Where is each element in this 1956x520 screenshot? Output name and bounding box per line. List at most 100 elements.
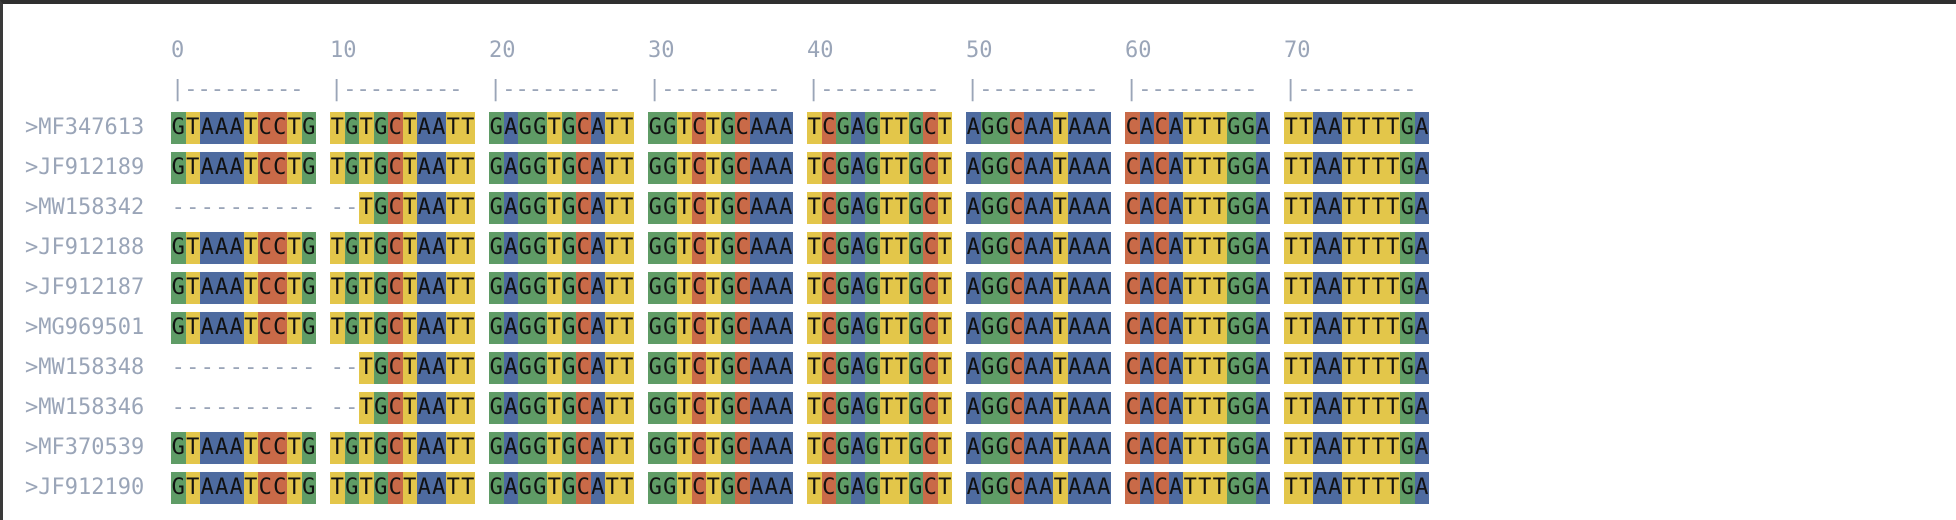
base-cell: T xyxy=(243,112,258,144)
base-cell: A xyxy=(1255,232,1270,264)
base-cell: T xyxy=(1342,152,1357,184)
base-cell: T xyxy=(619,312,634,344)
gap-cell: - xyxy=(244,195,258,220)
base-cell: G xyxy=(373,192,388,224)
base-cell: T xyxy=(243,432,258,464)
base-cell: A xyxy=(1139,432,1154,464)
sequence-row[interactable]: >JF912188 GTAAATCCTG TGTGCTAATT GAGGTGCATT G… xyxy=(3,232,1956,264)
base-cell: T xyxy=(706,352,721,384)
base-cell: A xyxy=(1327,312,1342,344)
base-cell: C xyxy=(258,272,273,304)
base-cell: T xyxy=(894,392,909,424)
sequence-row[interactable]: >JF912189 GTAAATCCTG TGTGCTAATT GAGGTGCATT G… xyxy=(3,152,1956,184)
ruler-bracket: |--------- xyxy=(966,77,1099,102)
sequence-row[interactable]: >MW158348 ---------- --TGCTAATT GAGGTGCATT G… xyxy=(3,352,1956,384)
base-cell: A xyxy=(749,312,764,344)
base-cell: G xyxy=(344,112,359,144)
base-cell: T xyxy=(185,272,200,304)
base-cell: G xyxy=(980,392,995,424)
base-cell: G xyxy=(865,352,880,384)
base-cell: G xyxy=(1400,192,1415,224)
base-cell: T xyxy=(330,232,345,264)
base-cell: T xyxy=(287,232,302,264)
sequence-block: CACATTTGGA xyxy=(1125,272,1270,304)
base-cell: G xyxy=(518,272,533,304)
base-cell: T xyxy=(1212,352,1227,384)
base-cell: C xyxy=(691,272,706,304)
base-cell: T xyxy=(1371,272,1386,304)
base-cell: A xyxy=(1168,432,1183,464)
base-cell: T xyxy=(1371,472,1386,504)
base-cell: A xyxy=(1024,352,1039,384)
base-cell: T xyxy=(1284,312,1299,344)
base-cell: C xyxy=(272,152,287,184)
base-cell: G xyxy=(662,432,677,464)
base-cell: C xyxy=(1154,352,1169,384)
base-cell: T xyxy=(605,432,620,464)
base-cell: G xyxy=(1400,392,1415,424)
sequence-row[interactable]: >MG969501 GTAAATCCTG TGTGCTAATT GAGGTGCATT G… xyxy=(3,312,1956,344)
base-cell: T xyxy=(937,352,952,384)
base-cell: G xyxy=(865,232,880,264)
base-cell: A xyxy=(1096,352,1111,384)
sequence-row[interactable]: >MW158342 ---------- --TGCTAATT GAGGTGCATT G… xyxy=(3,192,1956,224)
base-cell: A xyxy=(1414,392,1429,424)
base-cell: T xyxy=(359,392,374,424)
base-cell: A xyxy=(1024,272,1039,304)
base-cell: T xyxy=(605,192,620,224)
base-cell: T xyxy=(1284,392,1299,424)
base-cell: T xyxy=(1284,112,1299,144)
base-cell: T xyxy=(1197,352,1212,384)
sequence-block: ---------- xyxy=(171,392,316,424)
base-cell: C xyxy=(735,232,750,264)
sequence-block: GTAAATCCTG xyxy=(171,272,316,304)
base-cell: A xyxy=(1082,192,1097,224)
base-cell: T xyxy=(547,352,562,384)
sequence-block: GAGGTGCATT xyxy=(489,272,634,304)
base-cell: A xyxy=(1168,352,1183,384)
base-cell: G xyxy=(561,392,576,424)
base-cell: A xyxy=(1414,112,1429,144)
sequence-row[interactable]: >MF370539 GTAAATCCTG TGTGCTAATT GAGGTGCATT G… xyxy=(3,432,1956,464)
sequence-row[interactable]: >MF347613 GTAAATCCTG TGTGCTAATT GAGGTGCATT G… xyxy=(3,112,1956,144)
base-cell: C xyxy=(576,352,591,384)
base-cell: A xyxy=(229,432,244,464)
base-cell: G xyxy=(561,312,576,344)
base-cell: C xyxy=(821,432,836,464)
base-cell: T xyxy=(547,112,562,144)
base-cell: A xyxy=(503,352,518,384)
sequence-block: --TGCTAATT xyxy=(330,392,475,424)
base-cell: A xyxy=(850,192,865,224)
base-cell: G xyxy=(489,392,504,424)
base-cell: G xyxy=(980,232,995,264)
sequence-row[interactable]: >MW158346 ---------- --TGCTAATT GAGGTGCATT G… xyxy=(3,392,1956,424)
base-cell: A xyxy=(1067,232,1082,264)
base-cell: T xyxy=(937,272,952,304)
sequence-block: TTAATTTTGA xyxy=(1284,272,1429,304)
base-cell: A xyxy=(214,232,229,264)
base-cell: G xyxy=(648,112,663,144)
base-cell: T xyxy=(1385,472,1400,504)
sequence-block: GTAAATCCTG xyxy=(171,472,316,504)
base-cell: T xyxy=(1053,192,1068,224)
base-cell: C xyxy=(576,432,591,464)
base-cell: A xyxy=(1067,112,1082,144)
sequence-row[interactable]: >JF912190 GTAAATCCTG TGTGCTAATT GAGGTGCATT G… xyxy=(3,472,1956,504)
base-cell: A xyxy=(1414,432,1429,464)
sequence-row[interactable]: >JF912187 GTAAATCCTG TGTGCTAATT GAGGTGCATT G… xyxy=(3,272,1956,304)
base-cell: T xyxy=(937,312,952,344)
base-cell: C xyxy=(388,152,403,184)
base-cell: C xyxy=(735,472,750,504)
base-cell: G xyxy=(1226,432,1241,464)
base-cell: A xyxy=(214,312,229,344)
base-cell: A xyxy=(966,312,981,344)
base-cell: T xyxy=(1298,192,1313,224)
base-cell: C xyxy=(1125,352,1140,384)
base-cell: C xyxy=(1009,312,1024,344)
base-cell: G xyxy=(908,192,923,224)
base-cell: A xyxy=(417,472,432,504)
base-cell: T xyxy=(677,472,692,504)
sequence-block: TTAATTTTGA xyxy=(1284,312,1429,344)
base-cell: C xyxy=(388,112,403,144)
ruler-bracket: |--------- xyxy=(171,77,304,102)
